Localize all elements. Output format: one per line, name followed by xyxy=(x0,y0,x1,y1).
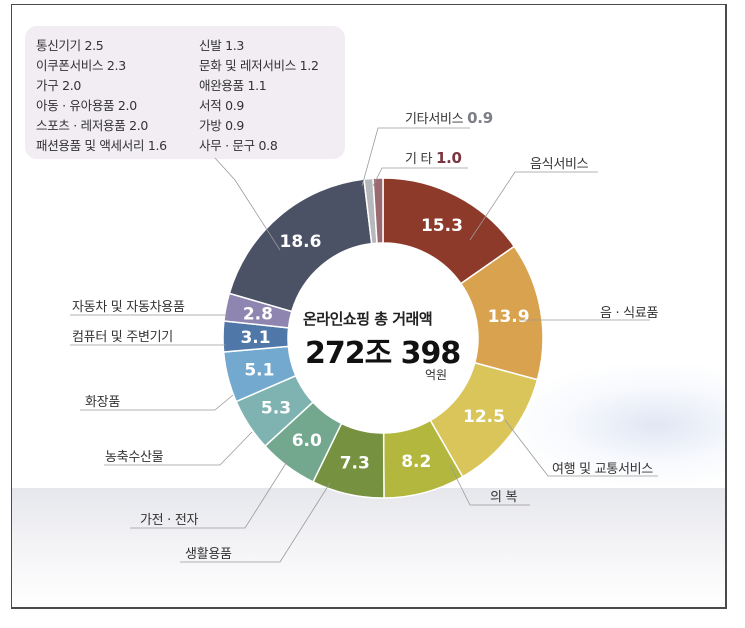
legend-item: 스포츠 · 레저용품 2.0 xyxy=(36,118,149,133)
label-other-service: 기타서비스 0.9 xyxy=(405,109,493,127)
legend-item: 아동 · 유아용품 2.0 xyxy=(36,98,137,113)
segment-value-label: 5.1 xyxy=(244,360,274,380)
segment-value-label: 7.3 xyxy=(340,453,370,473)
segment-value-label: 2.8 xyxy=(243,304,273,324)
label-food-service: 음식서비스 xyxy=(530,157,589,172)
legend-item: 서적 0.9 xyxy=(199,98,245,113)
segment-value-label: 18.6 xyxy=(280,232,322,252)
legend-item: 신발 1.3 xyxy=(199,38,245,53)
segment-value-label: 13.9 xyxy=(488,307,530,327)
legend-item: 패션용품 및 액세서리 1.6 xyxy=(36,138,167,153)
segment-value-label: 12.5 xyxy=(463,407,505,427)
label-clothing: 의 복 xyxy=(490,490,518,505)
donut-segments: 15.3 13.9 12.5 8.2 7.3 6.05.3 5.1 3.1 2.8 18.6 xyxy=(222,177,544,499)
label-household: 생활용품 xyxy=(185,547,232,562)
center-total: 272조 398 xyxy=(305,336,461,371)
legend-item: 가방 0.9 xyxy=(199,118,245,133)
background-band xyxy=(12,488,725,607)
segment-value-label: 15.3 xyxy=(421,216,463,236)
leader-lines xyxy=(70,127,658,563)
donut-hole xyxy=(288,243,478,433)
label-travel: 여행 및 교통서비스 xyxy=(552,462,653,477)
chart-frame: 통신기기 2.5 이쿠폰서비스 2.3 가구 2.0 아동 · 유아용품 2.0… xyxy=(11,4,727,609)
legend-item: 이쿠폰서비스 2.3 xyxy=(36,58,126,73)
center-unit: 억원 xyxy=(425,368,448,382)
label-other: 기 타 1.0 xyxy=(405,149,462,167)
label-agri: 농축수산물 xyxy=(105,450,164,465)
segment-value-label: 3.1 xyxy=(240,328,270,348)
legend-item: 애완용품 1.1 xyxy=(199,78,267,93)
legend-item: 가구 2.0 xyxy=(36,78,82,93)
label-food: 음 · 식료품 xyxy=(600,306,659,321)
label-auto: 자동차 및 자동차용품 xyxy=(72,300,185,315)
center-title: 온라인쇼핑 총 거래액 xyxy=(303,310,433,328)
legend-item: 문화 및 레저서비스 1.2 xyxy=(199,58,319,73)
segment-value-label: 6.0 xyxy=(292,431,322,451)
segment-value-label: 5.3 xyxy=(261,398,291,418)
segment-value-label: 8.2 xyxy=(401,452,431,472)
legend-item: 사무 · 문구 0.8 xyxy=(199,138,278,153)
label-computer: 컴퓨터 및 주변기기 xyxy=(72,330,173,345)
label-electronics: 가전 · 전자 xyxy=(140,513,199,528)
label-cosmetics: 화장품 xyxy=(85,395,120,410)
background-glow xyxy=(512,365,725,485)
legend-item: 통신기기 2.5 xyxy=(36,38,104,53)
grouped-legend-box: 통신기기 2.5 이쿠폰서비스 2.3 가구 2.0 아동 · 유아용품 2.0… xyxy=(25,26,345,159)
